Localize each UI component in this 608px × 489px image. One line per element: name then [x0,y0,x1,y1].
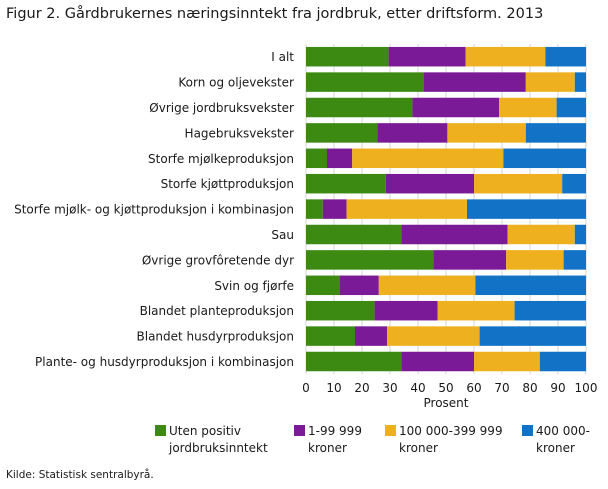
bar-segment [306,224,402,245]
x-tick-label: 90 [550,381,565,395]
legend-label: jordbruksinntekt [168,441,268,455]
bar-segment [387,326,480,346]
legend: Uten positiv jordbruksinntekt 1-99 999 kron… [155,424,590,455]
bar-segment [465,46,546,67]
x-tick-label: 30 [382,381,397,395]
x-tick-label: 50 [438,381,453,395]
x-tick-label: 0 [302,381,310,395]
category-label: Storfe kjøttproduksjon [161,177,294,191]
x-tick-label: 70 [494,381,509,395]
legend-swatch [385,425,396,436]
category-label: Korn og oljevekster [178,76,294,90]
legend-label: 400 000- [536,424,590,438]
bar-segment [401,351,474,372]
bar-segment [327,148,353,169]
category-label: Hagebruksvekster [185,126,295,140]
bar-segment [574,72,586,92]
category-label: Blandet husdyrproduksjon [137,330,295,344]
bar-segment [479,326,586,346]
category-label: I alt [271,50,294,64]
x-tick-label: 60 [466,381,481,395]
bar-segment [507,224,575,245]
category-label: Storfe mjølk- og kjøttproduksjon i kombi… [14,203,294,217]
bar-segment [352,148,504,169]
x-tick-label: 20 [354,381,369,395]
bar-segment [306,300,375,321]
legend-label: 1-99 999 [308,424,362,438]
category-label: Sau [271,228,294,242]
bar-segment [306,97,413,118]
bar-segment [556,97,586,118]
bar-segment [346,199,467,219]
legend-label: kroner [399,441,438,455]
bar-segment [401,224,508,245]
category-label: Svin og fjørfe [214,279,294,293]
bar-segment [306,72,424,92]
x-tick-label: 80 [522,381,537,395]
bar-segment [467,199,586,219]
bar-segment [306,275,340,296]
category-label: Øvrige grovfôretende dyr [142,253,294,267]
category-label: Blandet planteproduksjon [140,304,294,318]
bar-segment [377,123,448,143]
bar-segment [306,148,327,169]
legend-swatch [155,425,166,436]
bar-segment [339,275,379,296]
bar-segment [539,351,586,372]
bar-segment [563,250,586,270]
bar-segment [306,250,434,270]
legend-label: Uten positiv [169,424,241,438]
category-labels: I alt Korn og oljevekster Øvrige jordbruks… [14,50,294,369]
x-tick-label: 10 [326,381,341,395]
x-axis-label: Prosent [424,396,469,410]
x-tick-label: 100 [575,381,598,395]
bar-segment [374,300,438,321]
bar-segment [525,72,575,92]
bar-segment [433,250,507,270]
bar-segment [574,224,586,245]
bar-segment [306,46,389,67]
bar-segment [378,275,476,296]
bar-segment [525,123,586,143]
bar-segment [355,326,388,346]
category-label: Storfe mjølkeproduksjon [148,152,294,166]
bar-segment [306,173,386,194]
bar-segment [562,173,586,194]
bar-segment [322,199,347,219]
legend-swatch [294,425,305,436]
bar-segment [506,250,564,270]
bar-segment [447,123,526,143]
legend-label: kroner [308,441,347,455]
bar-segment [306,199,323,219]
category-label: Øvrige jordbruksvekster [149,101,294,115]
bar-segment [437,300,515,321]
bar-segment [306,351,402,372]
bar-segment [306,123,378,143]
legend-label: 100 000-399 999 [399,424,503,438]
bar-segment [306,326,355,346]
bar-segment [423,72,526,92]
bar-segment [388,46,466,67]
bar-segment [503,148,586,169]
category-label: Plante- og husdyrproduksjon i kombinasjo… [35,355,294,369]
legend-swatch [522,425,533,436]
x-tick-label: 40 [410,381,425,395]
bar-segment [475,275,586,296]
bar-segment [545,46,586,67]
legend-label: kroner [536,441,575,455]
bar-segment [499,97,557,118]
bars [306,46,586,372]
bar-segment [412,97,500,118]
x-axis-ticks: 0 10 20 30 40 50 60 70 80 90 100 [302,381,597,395]
bar-segment [385,173,474,194]
bar-segment [474,173,563,194]
bar-segment [514,300,586,321]
source-note: Kilde: Statistisk sentralbyrå. [6,469,154,481]
chart-title: Figur 2. Gårdbrukernes næringsinntekt fr… [6,6,544,22]
bar-segment [474,351,540,372]
